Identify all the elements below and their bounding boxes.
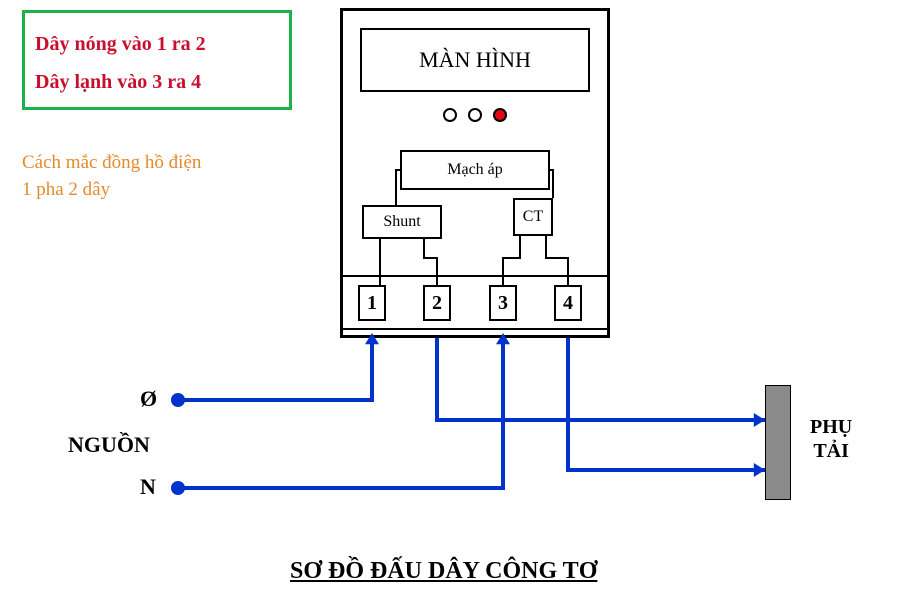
terminal-number: 4: [563, 292, 573, 315]
terminal-number: 3: [498, 292, 508, 315]
phase-symbol: Ø: [140, 386, 157, 412]
diagram-subtitle: Cách mắc đồng hồ điện 1 pha 2 dây: [22, 150, 201, 203]
load-label-line-1: PHỤ: [810, 416, 852, 438]
legend-line-cold: Dây lạnh vào 3 ra 4: [35, 63, 279, 101]
subtitle-line-2: 1 pha 2 dây: [22, 179, 110, 200]
voltage-circuit-block: Mạch áp: [400, 150, 550, 190]
neutral-symbol: N: [140, 474, 156, 500]
terminal-number: 2: [432, 292, 442, 315]
legend-box: Dây nóng vào 1 ra 2 Dây lạnh vào 3 ra 4: [22, 10, 292, 110]
terminal-2: 2: [423, 285, 451, 321]
meter-display: MÀN HÌNH: [360, 28, 590, 92]
legend-line-hot: Dây nóng vào 1 ra 2: [35, 25, 279, 63]
shunt-block: Shunt: [362, 205, 442, 239]
led-1: [443, 108, 457, 122]
ct-block: CT: [513, 198, 553, 236]
led-2: [468, 108, 482, 122]
led-3: [493, 108, 507, 122]
terminal-1: 1: [358, 285, 386, 321]
load-label-line-2: TẢI: [813, 440, 849, 462]
load-box: [765, 385, 791, 500]
source-label: NGUỒN: [68, 432, 150, 458]
load-label: PHỤ TẢI: [810, 415, 852, 463]
diagram-title: SƠ ĐỒ ĐẤU DÂY CÔNG TƠ: [290, 558, 597, 585]
terminal-number: 1: [367, 292, 377, 315]
shunt-label: Shunt: [383, 213, 420, 231]
display-label: MÀN HÌNH: [419, 47, 531, 73]
subtitle-line-1: Cách mắc đồng hồ điện: [22, 152, 201, 173]
ct-label: CT: [523, 208, 543, 226]
terminal-3: 3: [489, 285, 517, 321]
voltage-circuit-label: Mạch áp: [447, 161, 503, 179]
terminal-4: 4: [554, 285, 582, 321]
